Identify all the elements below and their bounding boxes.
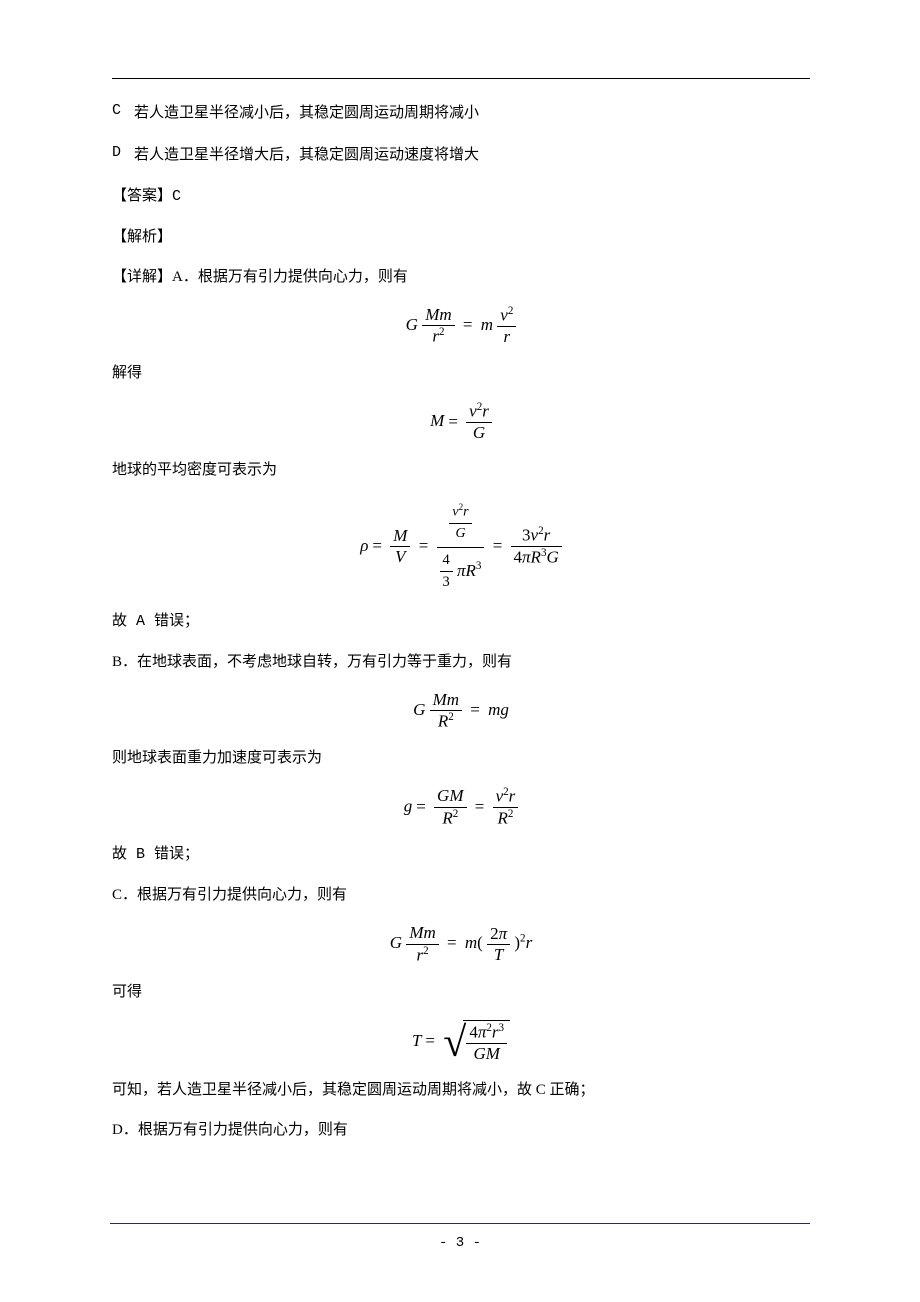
option-D-text: 若人造卫星半径增大后，其稳定圆周运动速度将增大 [134, 143, 810, 167]
answer-line: 【答案】C [112, 185, 810, 209]
footer: - 3 - [110, 1223, 810, 1254]
text-B-intro: B．在地球表面，不考虑地球自转，万有引力等于重力，则有 [112, 650, 810, 674]
analysis-label: 【解析】 [112, 225, 810, 249]
text-C-correct: 可知，若人造卫星半径减小后，其稳定圆周运动周期将减小，故 C 正确； [112, 1078, 810, 1102]
option-C-row: C 若人造卫星半径减小后，其稳定圆周运动周期将减小 [112, 101, 810, 125]
option-C-text: 若人造卫星半径减小后，其稳定圆周运动周期将减小 [134, 101, 810, 125]
eq-g-expression: g= GMR2 = v2rR2 [112, 786, 810, 829]
text-D-intro: D．根据万有引力提供向心力，则有 [112, 1118, 810, 1142]
option-C-letter: C [112, 101, 134, 121]
eq-period-centripetal: G Mmr2 = m( 2πT )2r [112, 923, 810, 965]
text-A-wrong: 故 A 错误； [112, 610, 810, 634]
text-density: 地球的平均密度可表示为 [112, 458, 810, 482]
text-solve: 解得 [112, 361, 810, 385]
footer-rule [110, 1223, 810, 1224]
eq-gravity-centripetal: G Mmr2 = m v2r [112, 305, 810, 347]
text-B-wrong: 故 B 错误； [112, 843, 810, 867]
eq-period: T= √ 4π2r3 GM [112, 1020, 810, 1064]
option-D-row: D 若人造卫星半径增大后，其稳定圆周运动速度将增大 [112, 143, 810, 167]
text-C-intro: C．根据万有引力提供向心力，则有 [112, 883, 810, 907]
option-D-letter: D [112, 143, 134, 163]
text-earth-g: 则地球表面重力加速度可表示为 [112, 746, 810, 770]
text-kede: 可得 [112, 980, 810, 1004]
page-number: - 3 - [439, 1235, 481, 1251]
detail-intro: 【详解】A．根据万有引力提供向心力，则有 [112, 265, 810, 289]
top-rule [112, 78, 810, 79]
eq-mass: M= v2rG [112, 401, 810, 443]
eq-surface-gravity: G MmR2 = mg [112, 690, 810, 732]
eq-density: ρ= MV = v2rG 43 πR3 = 3v2r 4πR3G [112, 498, 810, 596]
